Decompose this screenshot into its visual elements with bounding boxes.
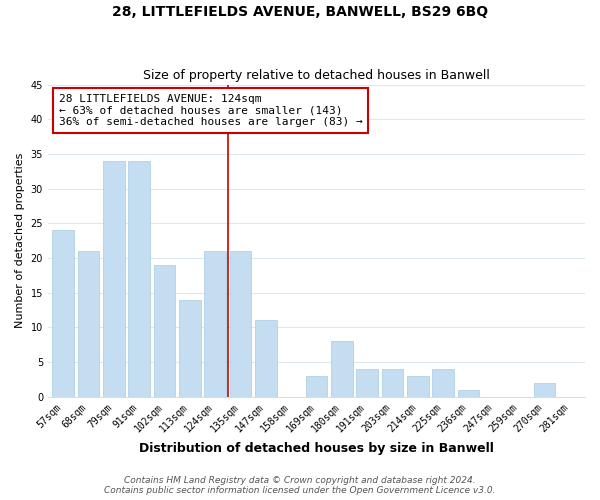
Bar: [331, 342, 353, 397]
Bar: [458, 390, 479, 397]
Y-axis label: Number of detached properties: Number of detached properties: [15, 153, 25, 328]
X-axis label: Distribution of detached houses by size in Banwell: Distribution of detached houses by size …: [139, 442, 494, 455]
Bar: [407, 376, 428, 397]
Bar: [103, 161, 125, 397]
Bar: [533, 383, 555, 397]
Text: 28, LITTLEFIELDS AVENUE, BANWELL, BS29 6BQ: 28, LITTLEFIELDS AVENUE, BANWELL, BS29 6…: [112, 5, 488, 19]
Bar: [230, 251, 251, 397]
Bar: [356, 369, 378, 397]
Title: Size of property relative to detached houses in Banwell: Size of property relative to detached ho…: [143, 69, 490, 82]
Bar: [154, 265, 175, 397]
Bar: [179, 300, 200, 397]
Bar: [305, 376, 327, 397]
Bar: [433, 369, 454, 397]
Bar: [205, 251, 226, 397]
Bar: [382, 369, 403, 397]
Text: 28 LITTLEFIELDS AVENUE: 124sqm
← 63% of detached houses are smaller (143)
36% of: 28 LITTLEFIELDS AVENUE: 124sqm ← 63% of …: [59, 94, 362, 127]
Bar: [77, 251, 99, 397]
Bar: [128, 161, 150, 397]
Bar: [52, 230, 74, 397]
Bar: [255, 320, 277, 397]
Text: Contains HM Land Registry data © Crown copyright and database right 2024.
Contai: Contains HM Land Registry data © Crown c…: [104, 476, 496, 495]
